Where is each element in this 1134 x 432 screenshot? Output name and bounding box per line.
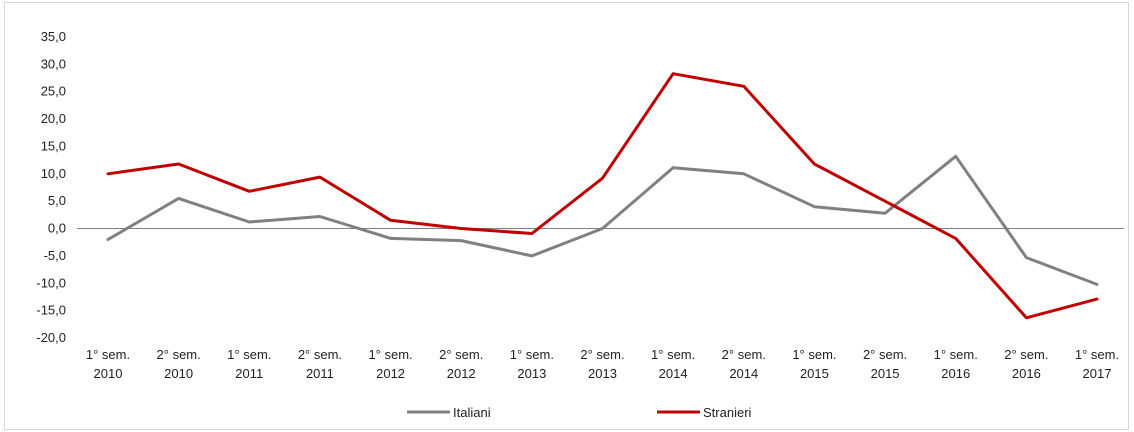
- series-line-stranieri: [106, 72, 1099, 320]
- x-tick-label-semester: 1° sem.: [1075, 347, 1119, 362]
- y-tick-label: 20,0: [41, 111, 66, 126]
- x-tick-label-year: 2012: [376, 366, 405, 381]
- x-tick-label-year: 2015: [800, 366, 829, 381]
- x-tick-label-semester: 1° sem.: [651, 347, 695, 362]
- y-tick-label: -10,0: [36, 275, 66, 290]
- x-tick-label-semester: 2° sem.: [157, 347, 201, 362]
- x-tick-label-year: 2014: [659, 366, 688, 381]
- x-tick-label-semester: 2° sem.: [439, 347, 483, 362]
- legend-label-italiani: Italiani: [453, 405, 491, 420]
- y-tick-label: 15,0: [41, 138, 66, 153]
- x-tick-label-year: 2014: [729, 366, 758, 381]
- x-tick-label-semester: 2° sem.: [580, 347, 624, 362]
- x-tick-label-year: 2011: [306, 366, 334, 381]
- x-tick-label-year: 2013: [588, 366, 617, 381]
- x-tick-label-year: 2015: [871, 366, 900, 381]
- x-tick-label-year: 2011: [235, 366, 263, 381]
- y-tick-label: 5,0: [48, 193, 66, 208]
- x-tick-label-year: 2016: [941, 366, 970, 381]
- x-tick-label-semester: 1° sem.: [934, 347, 978, 362]
- x-tick-label-year: 2013: [517, 366, 546, 381]
- x-tick-label-year: 2012: [447, 366, 476, 381]
- x-tick-label-year: 2010: [94, 366, 123, 381]
- y-tick-label: -15,0: [36, 303, 66, 318]
- y-tick-label: -5,0: [44, 248, 66, 263]
- x-tick-label-semester: 2° sem.: [1004, 347, 1048, 362]
- legend-label-stranieri: Stranieri: [703, 405, 752, 420]
- x-tick-label-semester: 2° sem.: [722, 347, 766, 362]
- chart-frame: [4, 2, 1129, 430]
- x-tick-label-semester: 1° sem.: [510, 347, 554, 362]
- x-tick-label-semester: 1° sem.: [368, 347, 412, 362]
- x-tick-label-semester: 2° sem.: [863, 347, 907, 362]
- y-tick-label: 10,0: [41, 166, 66, 181]
- x-tick-label-semester: 1° sem.: [792, 347, 836, 362]
- x-tick-label-year: 2010: [164, 366, 193, 381]
- x-tick-label-semester: 1° sem.: [86, 347, 130, 362]
- y-tick-label: -20,0: [36, 330, 66, 345]
- series-line-italiani: [106, 154, 1099, 286]
- x-tick-label-year: 2017: [1083, 366, 1112, 381]
- y-tick-label: 35,0: [41, 29, 66, 44]
- y-tick-label: 25,0: [41, 84, 66, 99]
- y-tick-label: 30,0: [41, 56, 66, 71]
- y-tick-label: 0,0: [48, 221, 66, 236]
- x-tick-label-year: 2016: [1012, 366, 1041, 381]
- x-tick-label-semester: 2° sem.: [298, 347, 342, 362]
- x-tick-label-semester: 1° sem.: [227, 347, 271, 362]
